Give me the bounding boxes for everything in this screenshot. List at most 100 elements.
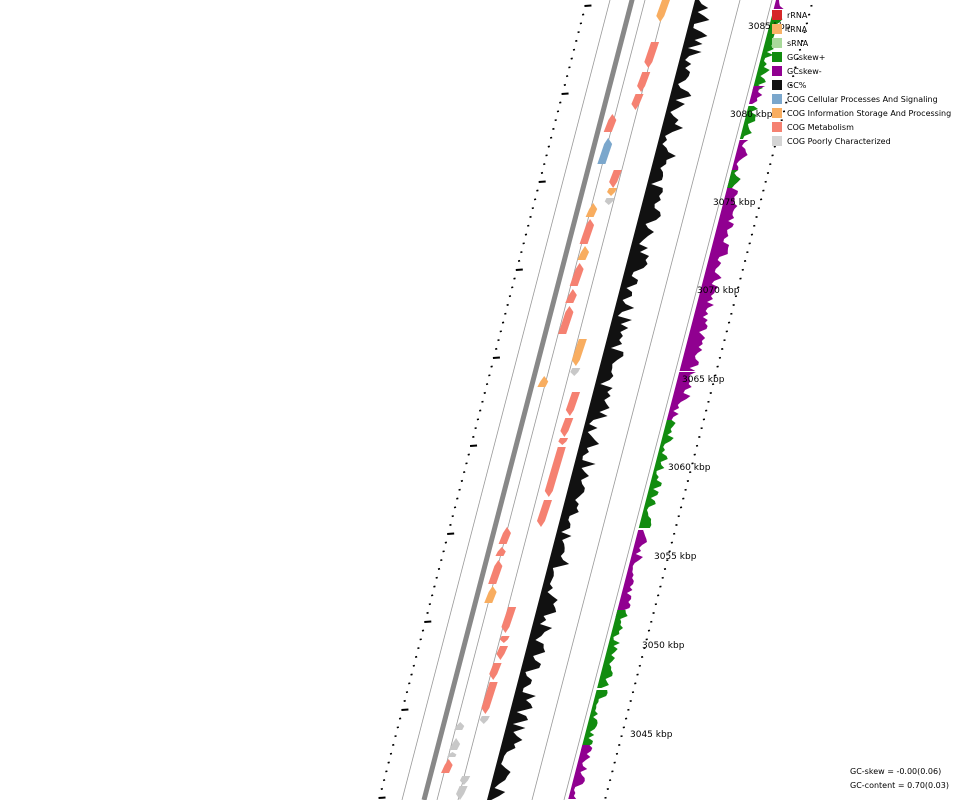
scale-tick [426,611,429,614]
legend-swatch-icon [772,136,782,146]
scale-tick [433,585,436,588]
scale-tick [506,303,509,306]
scale-tick [485,383,489,386]
gene-arrow [496,646,509,660]
scale-tick [460,479,464,482]
scale-tick [568,66,571,69]
gene-arrow [656,0,670,22]
track-outer-line [401,0,611,800]
gene-arrow [579,219,595,244]
scale-tick [581,13,585,16]
scale-tick [442,550,445,553]
scale-tick [389,752,393,755]
scale-tick [565,75,569,78]
scale-tick [497,339,500,342]
gc-skew-positive [752,10,783,91]
scale-tick [385,770,388,773]
scale-tick [536,189,539,192]
scale-tick [430,594,434,597]
scale-tick [382,779,386,782]
gene-arrow [544,447,566,497]
gene-arrow [565,392,581,416]
scale-ticks [378,4,813,799]
scale-tick [570,57,573,60]
scale-tick [396,726,400,729]
gc-content-track [487,0,710,800]
scale-tick [421,629,425,632]
gene-arrow [558,306,574,334]
gene-arrow [597,138,613,164]
gene-arrow [449,738,461,750]
scale-tick [488,374,491,377]
scale-label: 3065 kbp [682,375,725,385]
gc-skew-negative [666,372,696,420]
scale-tick [419,638,422,641]
scale-tick [584,4,592,7]
legend-label: GC% [787,80,807,90]
scale-tick [451,515,454,518]
scale-tick [563,83,567,86]
legend-item: sRNA [772,36,958,50]
legend-label: COG Poorly Characterized [787,136,891,146]
gene-arrow [484,586,497,603]
scale-tick [511,286,514,289]
gene-arrow [537,376,549,387]
scale-tick [513,277,516,280]
legend-swatch-icon [772,80,782,90]
scale-tick [533,198,537,201]
gc-skew-negative [568,745,593,799]
scale-tick [394,735,397,738]
scale-tick [424,620,432,623]
gene-arrow [441,759,453,773]
legend-item: COG Poorly Characterized [772,134,958,148]
scale-label: 3085 kbp [748,22,791,32]
gene-arrow [571,339,587,366]
legend-swatch-icon [772,24,782,34]
gene-arrow [577,246,590,260]
legend-swatch-icon [772,66,782,76]
scale-tick [499,330,502,333]
scale-tick [465,462,468,465]
gene-arrow [489,663,502,680]
scale-tick [504,312,507,315]
genome-backbone [421,0,635,800]
scale-tick [556,110,560,113]
track-line [563,0,773,800]
scale-tick [467,453,470,456]
scale-tick [561,92,569,95]
gc-skew-positive [727,170,741,188]
gc-skew-negative [679,188,738,371]
gene-arrow [637,72,651,92]
legend-label: GCskew- [787,66,822,76]
gene-arrow [631,94,644,110]
gc-skew-positive [597,610,628,688]
gene-arrow [644,42,660,68]
scale-labels: 3045 kbp 3050 kbp 3055 kbp 3060 kbp 3065 kbp… [630,22,791,740]
scale-tick [440,559,443,562]
scale-tick [378,796,386,799]
scale-tick [579,22,583,25]
gene-arrow [603,114,617,132]
scale-tick [524,233,528,236]
scale-tick [453,506,457,509]
scale-tick [575,39,578,42]
gc-skew-positive [581,690,608,750]
scale-label: 3060 kbp [668,463,711,473]
scale-tick [449,523,452,526]
gene-arrow [536,500,552,527]
gc-skew-stat: GC-skew = -0.00(0.06) [850,767,942,776]
scale-tick [392,743,395,746]
legend-swatch-icon [772,52,782,62]
scale-tick [529,215,532,218]
gene-arrow [607,188,618,196]
gene-arrow [456,786,468,800]
scale-tick [527,224,530,227]
gene-arrow [488,560,503,584]
scale-tick [559,101,562,104]
scale-tick [417,647,420,650]
scale-label: 3075 kbp [713,198,756,208]
legend-swatch-icon [772,108,782,118]
scale-tick [531,207,535,210]
gc-skew-negative [615,530,647,617]
legend-swatch-icon [772,10,782,20]
